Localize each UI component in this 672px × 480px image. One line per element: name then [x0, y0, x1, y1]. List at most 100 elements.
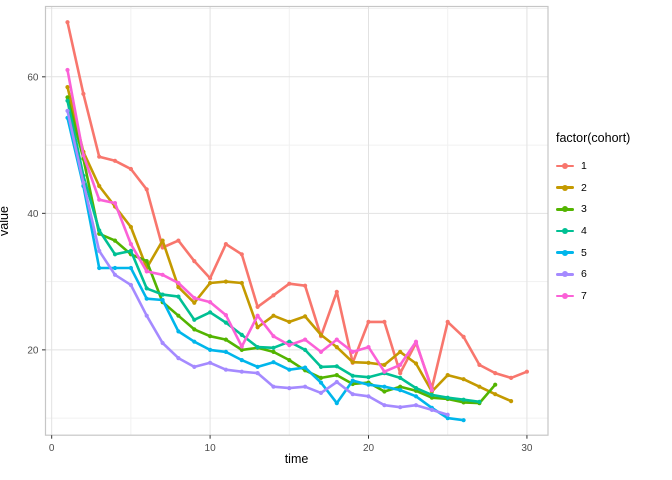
- data-point-series-6: [128, 282, 133, 288]
- data-point-series-2: [255, 325, 260, 330]
- data-point-series-6: [255, 371, 260, 376]
- data-point-series-4: [192, 317, 197, 322]
- data-point-series-1: [144, 187, 149, 192]
- data-point-series-4: [176, 294, 181, 299]
- series-group: [65, 20, 530, 423]
- legend-key-swatch: [556, 159, 574, 173]
- data-point-series-4: [350, 373, 355, 378]
- data-point-series-1: [398, 371, 403, 376]
- legend-label: 2: [581, 181, 587, 194]
- legend-key-swatch: [556, 224, 574, 238]
- data-point-series-5: [334, 401, 339, 406]
- x-tick-label: 10: [205, 443, 217, 454]
- data-point-series-4: [445, 395, 450, 400]
- data-point-series-6: [413, 403, 419, 408]
- data-point-series-5: [382, 384, 387, 389]
- data-point-series-7: [160, 272, 165, 277]
- data-point-series-5: [461, 418, 466, 423]
- legend-key-swatch: [556, 246, 574, 260]
- data-point-series-7: [287, 343, 292, 348]
- legend-label: 4: [581, 224, 587, 237]
- data-point-series-6: [318, 390, 324, 395]
- data-point-series-2: [271, 313, 276, 318]
- data-point-series-1: [509, 375, 514, 380]
- data-point-series-7: [97, 197, 102, 202]
- data-point-series-4: [255, 345, 260, 350]
- data-point-series-7: [65, 67, 70, 73]
- data-point-series-3: [287, 358, 292, 363]
- legend-label: 3: [581, 203, 587, 216]
- data-point-series-7: [334, 337, 339, 342]
- data-point-series-2: [176, 285, 181, 290]
- data-point-series-3: [382, 389, 387, 394]
- data-point-series-6: [81, 180, 86, 185]
- data-point-series-2: [493, 392, 498, 397]
- data-point-series-7: [176, 280, 181, 286]
- data-point-series-6: [350, 392, 355, 397]
- data-point-series-7: [192, 295, 197, 301]
- data-point-series-1: [255, 304, 260, 309]
- data-point-series-6: [382, 403, 387, 408]
- data-point-series-2: [350, 360, 355, 365]
- data-point-series-1: [97, 154, 102, 159]
- data-point-series-6: [429, 407, 434, 412]
- legend-item-6: 6: [556, 263, 630, 285]
- data-point-series-2: [334, 345, 339, 350]
- data-point-series-4: [128, 248, 133, 253]
- data-point-series-5: [97, 265, 102, 271]
- legend-item-4: 4: [556, 220, 630, 242]
- legend-label: 1: [581, 159, 587, 172]
- x-tick-label: 20: [363, 443, 375, 454]
- data-point-series-5: [271, 360, 276, 365]
- data-point-series-4: [318, 364, 324, 369]
- data-point-series-7: [303, 337, 308, 342]
- legend-key-swatch: [556, 181, 574, 195]
- data-point-series-7: [144, 269, 149, 274]
- data-point-series-3: [271, 349, 276, 354]
- data-point-series-6: [223, 367, 228, 372]
- data-point-series-4: [334, 364, 339, 369]
- data-point-series-3: [208, 334, 213, 339]
- data-point-series-7: [382, 369, 387, 374]
- data-point-series-2: [223, 279, 228, 284]
- data-point-series-4: [223, 320, 228, 325]
- data-point-series-1: [382, 319, 387, 324]
- data-point-series-7: [208, 300, 213, 305]
- data-point-series-1: [65, 20, 70, 25]
- data-point-series-6: [112, 272, 118, 277]
- data-point-series-5: [176, 329, 181, 334]
- data-point-series-6: [192, 364, 197, 369]
- data-point-series-5: [413, 394, 419, 399]
- data-point-series-1: [524, 369, 530, 374]
- data-point-series-2: [445, 373, 450, 378]
- data-point-series-4: [112, 252, 118, 257]
- data-point-series-7: [239, 344, 244, 349]
- y-axis-title: value: [0, 206, 11, 236]
- data-point-series-7: [413, 339, 419, 344]
- data-point-series-6: [239, 369, 244, 374]
- data-point-series-5: [239, 358, 244, 363]
- legend-item-3: 3: [556, 198, 630, 220]
- data-point-series-6: [303, 384, 308, 389]
- data-point-series-1: [81, 91, 86, 96]
- legend-item-1: 1: [556, 155, 630, 177]
- data-point-series-1: [461, 334, 466, 339]
- data-point-series-3: [176, 313, 181, 318]
- data-point-series-1: [477, 362, 482, 367]
- data-point-series-1: [223, 242, 228, 247]
- data-point-series-7: [318, 349, 324, 354]
- data-point-series-1: [208, 276, 213, 281]
- data-point-series-7: [271, 334, 276, 339]
- series-line-5: [66, 116, 465, 422]
- data-point-series-2: [509, 399, 514, 404]
- legend-item-2: 2: [556, 177, 630, 199]
- legend-title: factor(cohort): [556, 131, 631, 145]
- legend: factor(cohort) 1 2 3 4 5 6 7: [556, 131, 630, 307]
- data-point-series-3: [112, 238, 118, 243]
- data-point-series-7: [366, 345, 371, 350]
- data-point-series-1: [239, 252, 244, 257]
- data-point-series-1: [271, 293, 276, 298]
- legend-item-7: 7: [556, 285, 630, 307]
